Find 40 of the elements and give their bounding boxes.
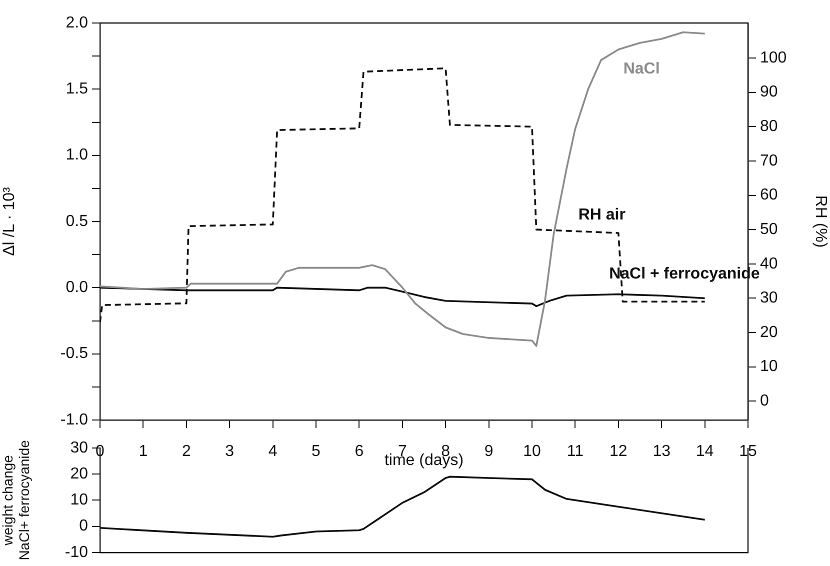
y-tick-label: 0 (79, 518, 88, 535)
x-tick-label: 13 (652, 443, 671, 460)
y2-tick-label: 40 (760, 255, 778, 272)
y-axis-title: weight change NaCl+ ferrocyanide (0, 440, 32, 560)
x-tick-label: 1 (138, 443, 148, 460)
x-tick-label: 10 (523, 443, 541, 460)
y-tick-label: 0.5 (66, 212, 88, 230)
x-tick-label: 14 (696, 443, 714, 460)
y2-tick-label: 0 (760, 392, 769, 410)
x-tick-label: 5 (312, 443, 321, 460)
y-tick-label: 10 (70, 492, 88, 509)
x-tick-label: 3 (225, 443, 234, 460)
series-label: NaCl (623, 60, 660, 78)
y-tick-label: -10 (64, 544, 88, 561)
y-tick-label: 20 (70, 466, 88, 483)
y2-tick-label: 100 (760, 49, 787, 66)
y2-tick-label: 70 (760, 152, 778, 170)
x-tick-label: 9 (484, 443, 494, 460)
x-tick-label: 4 (268, 443, 278, 460)
y2-tick-label: 20 (760, 324, 778, 341)
x-tick-label: 2 (182, 443, 191, 460)
y2-axis-title: RH (%) (812, 195, 829, 248)
y2-tick-label: 10 (760, 358, 778, 376)
y2-tick-label: 80 (760, 118, 778, 136)
y2-tick-label: 60 (760, 186, 778, 204)
y-tick-label: 0.0 (66, 279, 88, 296)
y-tick-label: 2.0 (66, 14, 88, 32)
y2-tick-label: 30 (760, 290, 778, 307)
x-tick-label: 12 (610, 443, 628, 460)
x-tick-label: 6 (354, 443, 364, 460)
y-tick-label: 1.0 (66, 146, 88, 164)
y-tick-label: -1.0 (60, 411, 88, 428)
x-tick-label: 11 (566, 443, 584, 460)
y-tick-label: 1.5 (66, 80, 88, 98)
series-label: RH air (578, 206, 626, 224)
y-tick-label: 30 (70, 439, 88, 456)
y-axis-title: Δl /L · 10³ (1, 186, 18, 256)
y-tick-label: -0.5 (60, 345, 88, 362)
y2-tick-label: 90 (760, 84, 778, 101)
y2-tick-label: 50 (760, 220, 778, 238)
